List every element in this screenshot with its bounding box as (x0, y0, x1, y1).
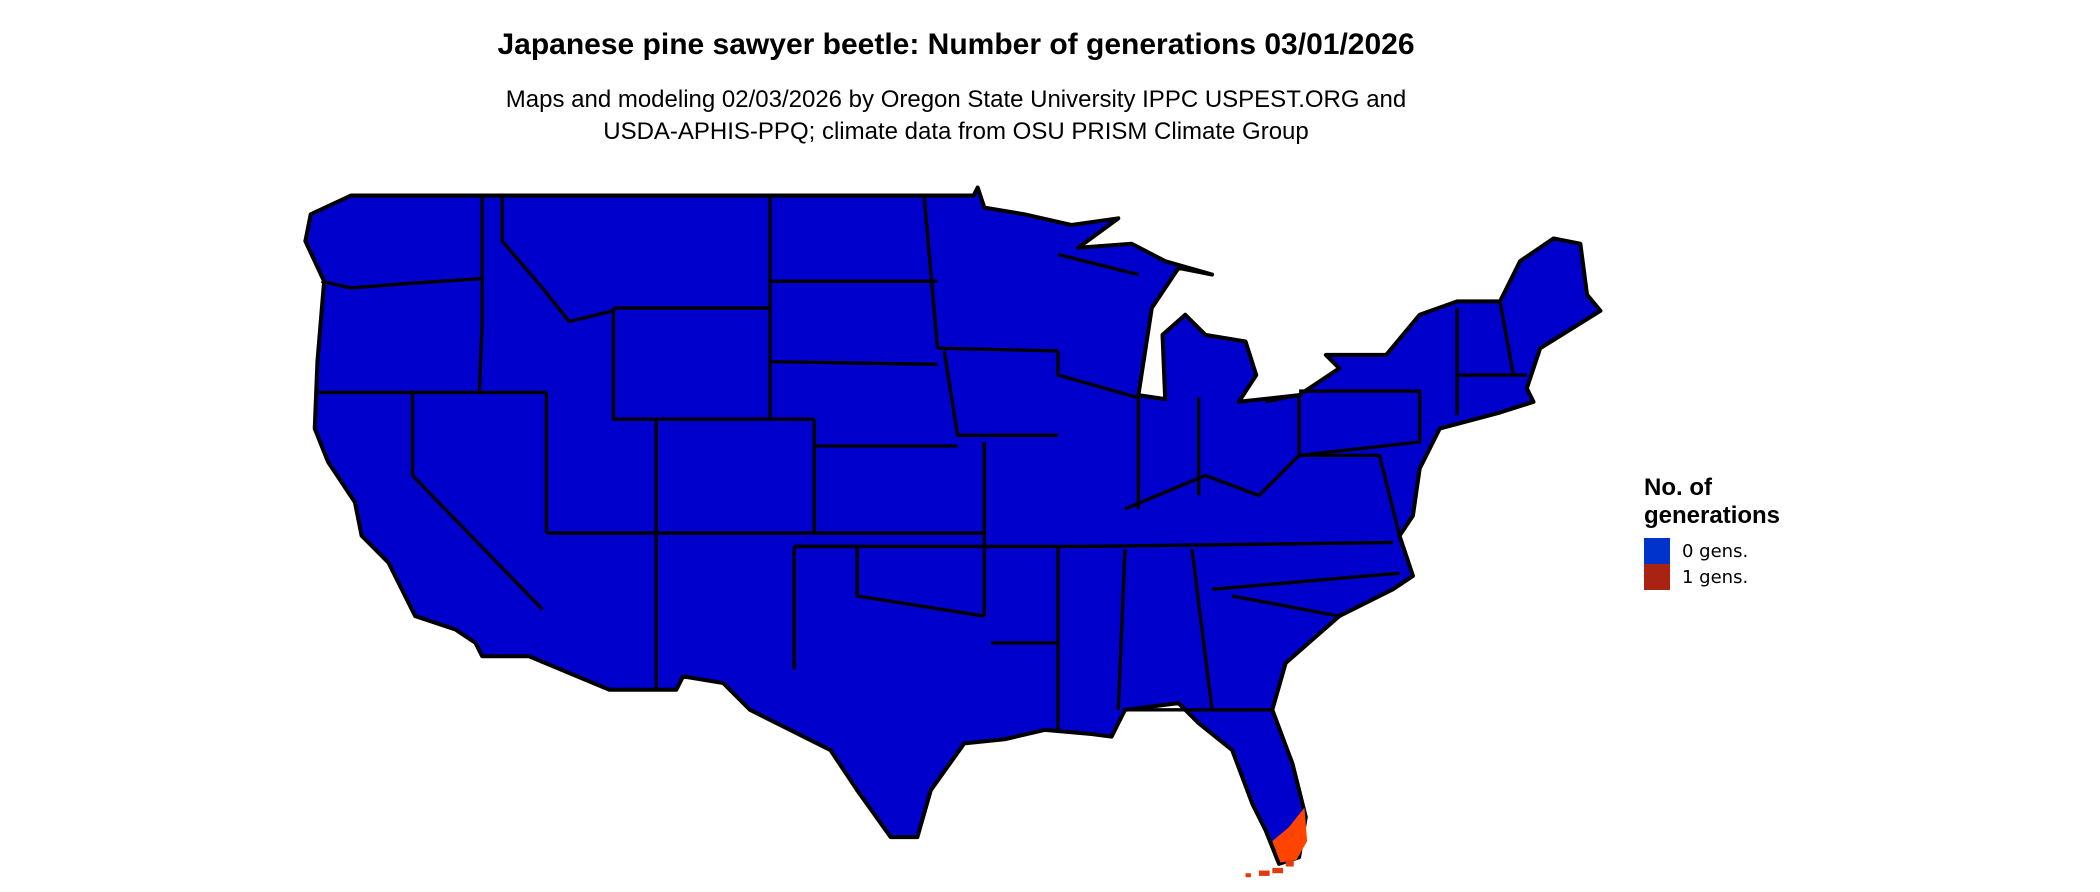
south-florida-one-generation-area (1272, 807, 1308, 863)
state-borders (318, 195, 1527, 730)
legend-swatch-blue (1644, 538, 1670, 564)
legend-item-1-gens: 1 gens. (1644, 564, 1780, 590)
conus-zero-generations-area (303, 185, 1603, 866)
map-title: Japanese pine sawyer beetle: Number of g… (497, 28, 1415, 61)
legend-title: No. of generations (1644, 474, 1780, 530)
florida-keys (1245, 859, 1294, 878)
map-subtitle: Maps and modeling 02/03/2026 by Oregon S… (0, 84, 1912, 148)
legend-title-line-2: generations (1644, 502, 1781, 529)
legend: No. of generations 0 gens. 1 gens. (1644, 474, 1780, 590)
subtitle-line-2: USDA-APHIS-PPQ; climate data from OSU PR… (603, 118, 1309, 145)
legend-swatch-red (1644, 564, 1670, 590)
legend-label: 1 gens. (1682, 566, 1749, 588)
subtitle-line-1: Maps and modeling 02/03/2026 by Oregon S… (505, 86, 1407, 113)
legend-item-0-gens: 0 gens. (1644, 538, 1780, 564)
legend-label: 0 gens. (1682, 540, 1749, 562)
legend-title-line-1: No. of (1644, 474, 1712, 501)
